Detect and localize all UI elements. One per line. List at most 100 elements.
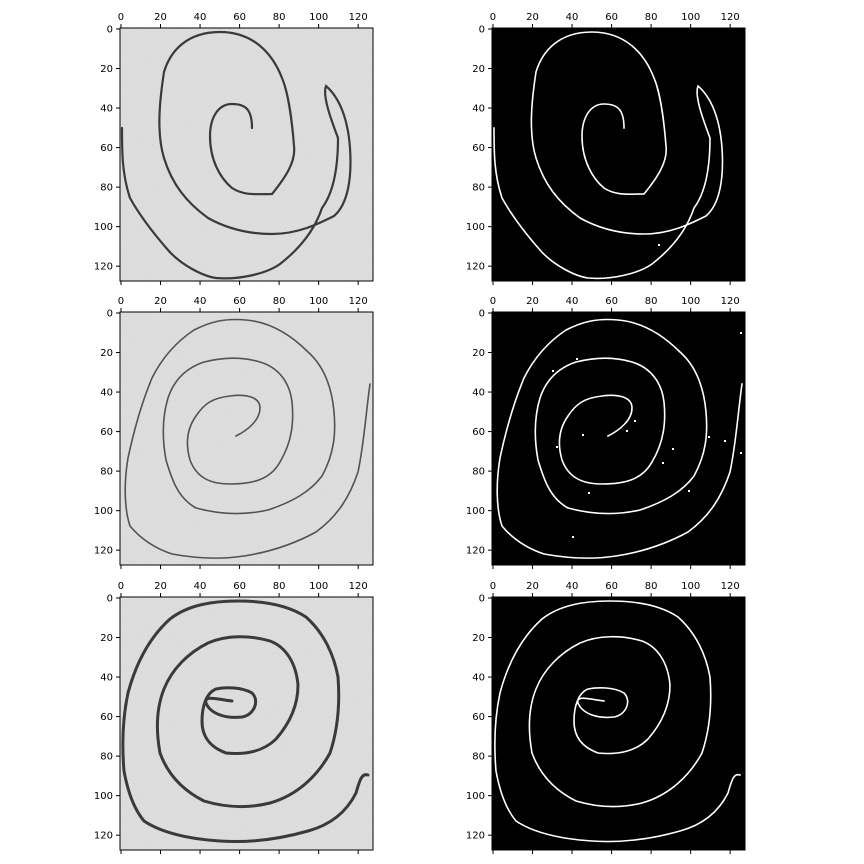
y-tick-label: 40 xyxy=(472,104,485,115)
y-tick-label: 0 xyxy=(479,308,485,319)
axes-layer: 0 20 40 60 80 100 120 0 20 40 60 80 100 120 0 20 40 60 80 1… xyxy=(94,12,746,854)
x-tick-label: 80 xyxy=(273,296,286,307)
y-tick-label: 40 xyxy=(472,673,485,684)
x-tick-label: 80 xyxy=(273,12,286,23)
axes-spiral-3-binary: 0 20 40 60 80 100 120 0 20 40 60 80 100 120 xyxy=(466,581,746,854)
y-tick-label: 60 xyxy=(100,427,113,438)
x-tick-label: 0 xyxy=(118,296,124,307)
y-tick-label: 120 xyxy=(466,546,485,557)
x-tick-label: 100 xyxy=(681,581,700,592)
y-tick-label: 20 xyxy=(100,633,113,644)
image-background xyxy=(492,28,745,281)
x-tick-label: 120 xyxy=(349,12,368,23)
x-tick-label: 120 xyxy=(349,581,368,592)
x-tick-label: 20 xyxy=(154,12,167,23)
axes-spiral-3-original: 0 20 40 60 80 100 120 0 20 40 60 80 100 120 xyxy=(94,581,374,854)
y-tick-label: 40 xyxy=(100,673,113,684)
x-tick-label: 120 xyxy=(349,296,368,307)
x-tick-label: 100 xyxy=(309,12,328,23)
y-tick-label: 60 xyxy=(472,143,485,154)
y-tick-label: 120 xyxy=(94,262,113,273)
image-background xyxy=(120,312,373,565)
axes-spiral-2-binary: 0 20 40 60 80 100 120 0 20 40 60 80 100 120 xyxy=(466,296,746,569)
y-tick-label: 20 xyxy=(472,64,485,75)
x-tick-label: 80 xyxy=(645,581,658,592)
y-tick-label: 60 xyxy=(472,427,485,438)
image-background xyxy=(492,597,745,850)
y-tick-label: 100 xyxy=(466,222,485,233)
x-tick-label: 60 xyxy=(605,12,618,23)
panel-spiral-1-original xyxy=(120,28,373,281)
image-background xyxy=(492,312,745,565)
y-tick-label: 100 xyxy=(466,791,485,802)
image-background xyxy=(120,28,373,281)
axes-spiral-1-original: 0 20 40 60 80 100 120 0 20 40 60 80 100 120 xyxy=(94,12,374,285)
axes-frame xyxy=(491,27,746,282)
y-tick-label: 120 xyxy=(94,546,113,557)
x-tick-label: 100 xyxy=(309,581,328,592)
y-tick-label: 60 xyxy=(100,143,113,154)
y-tick-label: 40 xyxy=(100,104,113,115)
y-tick-label: 100 xyxy=(94,506,113,517)
axes-spiral-2-original: 0 20 40 60 80 100 120 0 20 40 60 80 100 120 xyxy=(94,296,374,569)
y-tick-label: 80 xyxy=(472,467,485,478)
noise-dot xyxy=(658,244,660,246)
y-tick-label: 40 xyxy=(100,388,113,399)
y-tick-label: 100 xyxy=(94,791,113,802)
x-tick-label: 60 xyxy=(605,581,618,592)
spiral-stroke xyxy=(124,318,371,559)
x-tick-label: 40 xyxy=(194,12,207,23)
y-tick-label: 60 xyxy=(472,712,485,723)
x-tick-label: 120 xyxy=(721,12,740,23)
x-tick-label: 80 xyxy=(273,581,286,592)
y-tick-label: 0 xyxy=(479,593,485,604)
y-tick-label: 20 xyxy=(472,633,485,644)
x-tick-label: 60 xyxy=(605,296,618,307)
spiral-edge xyxy=(496,318,743,559)
x-tick-label: 100 xyxy=(681,12,700,23)
panel-spiral-3-original xyxy=(120,597,373,850)
x-tick-label: 40 xyxy=(566,296,579,307)
spiral-stroke xyxy=(121,599,370,843)
y-tick-label: 80 xyxy=(472,183,485,194)
y-tick-label: 120 xyxy=(466,262,485,273)
x-tick-label: 80 xyxy=(645,296,658,307)
x-tick-label: 0 xyxy=(490,581,496,592)
x-tick-label: 20 xyxy=(154,581,167,592)
panel-spiral-1-binary xyxy=(492,28,745,281)
y-tick-label: 80 xyxy=(100,183,113,194)
y-tick-label: 120 xyxy=(466,831,485,842)
x-tick-label: 40 xyxy=(194,581,207,592)
y-tick-label: 80 xyxy=(100,752,113,763)
x-tick-label: 20 xyxy=(526,296,539,307)
x-tick-label: 20 xyxy=(526,581,539,592)
x-tick-label: 60 xyxy=(233,581,246,592)
spiral-edge xyxy=(493,31,724,280)
panel-spiral-3-binary xyxy=(492,597,745,850)
x-tick-label: 80 xyxy=(645,12,658,23)
x-tick-label: 120 xyxy=(721,296,740,307)
axes-frame xyxy=(119,311,374,566)
x-tick-label: 20 xyxy=(526,12,539,23)
y-tick-label: 0 xyxy=(107,24,113,35)
y-tick-label: 100 xyxy=(466,506,485,517)
x-tick-label: 0 xyxy=(490,12,496,23)
axes-frame xyxy=(119,596,374,851)
x-tick-label: 120 xyxy=(721,581,740,592)
x-tick-label: 60 xyxy=(233,296,246,307)
x-tick-label: 60 xyxy=(233,12,246,23)
spiral-stroke xyxy=(120,30,352,280)
panel-spiral-2-original xyxy=(120,312,373,565)
axes-frame xyxy=(491,311,746,566)
x-tick-label: 40 xyxy=(566,12,579,23)
axes-frame xyxy=(119,27,374,282)
y-tick-label: 0 xyxy=(107,593,113,604)
x-tick-label: 0 xyxy=(490,296,496,307)
y-tick-label: 60 xyxy=(100,712,113,723)
y-tick-label: 0 xyxy=(479,24,485,35)
x-tick-label: 40 xyxy=(194,296,207,307)
axes-frame xyxy=(491,596,746,851)
x-tick-label: 40 xyxy=(566,581,579,592)
y-tick-label: 40 xyxy=(472,388,485,399)
